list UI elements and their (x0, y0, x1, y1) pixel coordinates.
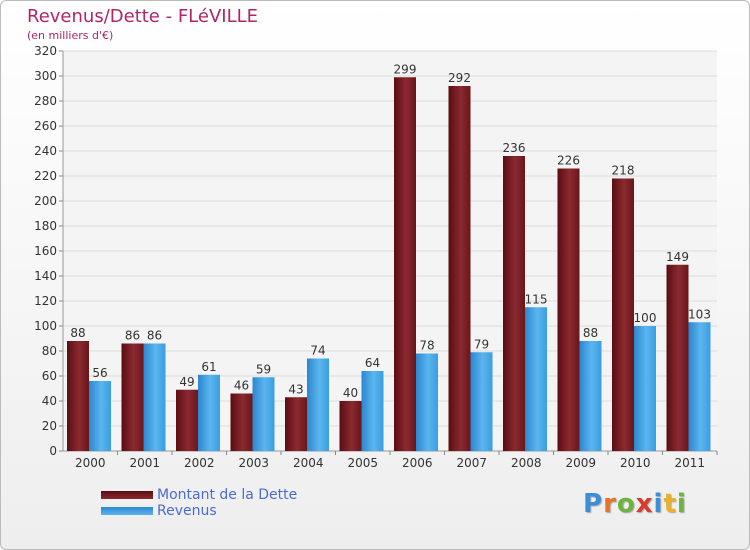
y-tick-label: 120 (34, 294, 57, 308)
y-tick-label: 140 (34, 269, 57, 283)
data-label: 103 (688, 307, 711, 321)
legend-item-dette: Montant de la Dette (101, 487, 297, 503)
bar-dette (557, 168, 580, 451)
bar-revenus (688, 322, 711, 451)
logo-letter: t (663, 489, 677, 519)
bar-revenus (89, 381, 111, 451)
x-tick-label: 2007 (456, 456, 487, 470)
y-tick-label: 300 (34, 69, 57, 83)
data-label: 236 (503, 141, 526, 155)
bar-revenus (198, 374, 220, 451)
y-tick-label: 40 (42, 394, 57, 408)
proxiti-logo: Proxiti (583, 489, 687, 519)
data-label: 226 (557, 154, 580, 168)
data-label: 149 (666, 250, 689, 264)
data-label: 40 (343, 386, 358, 400)
y-tick-label: 240 (34, 144, 57, 158)
y-tick-label: 160 (34, 244, 57, 258)
bar-dette (339, 401, 362, 451)
bar-dette (67, 341, 89, 451)
y-tick-label: 320 (34, 44, 57, 58)
x-tick-label: 2005 (347, 456, 378, 470)
y-tick-label: 220 (34, 169, 57, 183)
x-tick-label: 2002 (184, 456, 215, 470)
bar-revenus (525, 307, 547, 451)
chart-title: Revenus/Dette - FLéVILLE (27, 6, 259, 27)
x-tick-label: 2008 (511, 456, 542, 470)
x-tick-label: 2011 (674, 456, 705, 470)
data-label: 86 (125, 329, 140, 343)
data-label: 74 (310, 344, 325, 358)
legend-label-revenus: Revenus (157, 503, 217, 519)
y-tick-label: 0 (49, 444, 57, 458)
x-tick-label: 2001 (129, 456, 160, 470)
data-label: 61 (201, 360, 216, 374)
y-tick-label: 180 (34, 219, 57, 233)
data-label: 88 (70, 326, 85, 340)
y-tick-label: 60 (42, 369, 57, 383)
logo-letter: i (676, 489, 687, 519)
data-label: 88 (583, 326, 598, 340)
bar-dette (394, 77, 416, 451)
legend-swatch-revenus (101, 507, 153, 515)
data-label: 46 (234, 379, 249, 393)
data-label: 79 (474, 337, 489, 351)
data-label: 43 (288, 382, 303, 396)
bar-dette (121, 343, 144, 451)
bar-dette (612, 178, 634, 451)
logo-letter: r (603, 489, 617, 519)
legend: Montant de la Dette Revenus (101, 487, 297, 519)
data-label: 78 (419, 339, 434, 353)
y-tick-label: 100 (34, 319, 57, 333)
bar-dette (285, 397, 307, 451)
bar-revenus (579, 341, 602, 451)
y-tick-label: 20 (42, 419, 57, 433)
data-label: 64 (365, 356, 380, 370)
bar-revenus (361, 371, 384, 451)
logo-letter: o (616, 489, 636, 519)
data-label: 218 (612, 164, 635, 178)
logo-letter: i (653, 489, 664, 519)
x-tick-label: 2003 (238, 456, 269, 470)
bar-dette (230, 393, 253, 451)
logo-letter: P (583, 489, 604, 519)
chart-subtitle: (en milliers d'€) (27, 29, 114, 42)
bar-dette (176, 389, 198, 451)
x-tick-label: 2009 (565, 456, 596, 470)
bar-dette (666, 264, 689, 451)
bar-dette (503, 156, 525, 451)
x-tick-label: 2010 (620, 456, 651, 470)
logo-letter: x (635, 489, 654, 519)
bar-dette (448, 86, 471, 451)
data-label: 100 (634, 311, 657, 325)
data-label: 86 (147, 329, 162, 343)
x-tick-label: 2006 (402, 456, 433, 470)
legend-item-revenus: Revenus (101, 503, 297, 519)
y-tick-label: 260 (34, 119, 57, 133)
bar-revenus (470, 352, 493, 451)
x-tick-label: 2004 (293, 456, 324, 470)
legend-label-dette: Montant de la Dette (157, 487, 298, 503)
y-tick-label: 280 (34, 94, 57, 108)
bar-revenus (634, 326, 656, 451)
bar-revenus (143, 343, 166, 451)
data-label: 299 (394, 62, 417, 76)
data-label: 115 (525, 292, 548, 306)
bar-revenus (252, 377, 275, 451)
y-tick-label: 80 (42, 344, 57, 358)
x-tick-label: 2000 (75, 456, 106, 470)
data-label: 49 (179, 375, 194, 389)
data-label: 292 (448, 71, 471, 85)
legend-swatch-dette (101, 491, 153, 499)
bar-revenus (307, 358, 329, 451)
y-tick-label: 200 (34, 194, 57, 208)
data-label: 56 (92, 366, 107, 380)
bar-revenus (416, 353, 438, 451)
data-label: 59 (256, 362, 271, 376)
